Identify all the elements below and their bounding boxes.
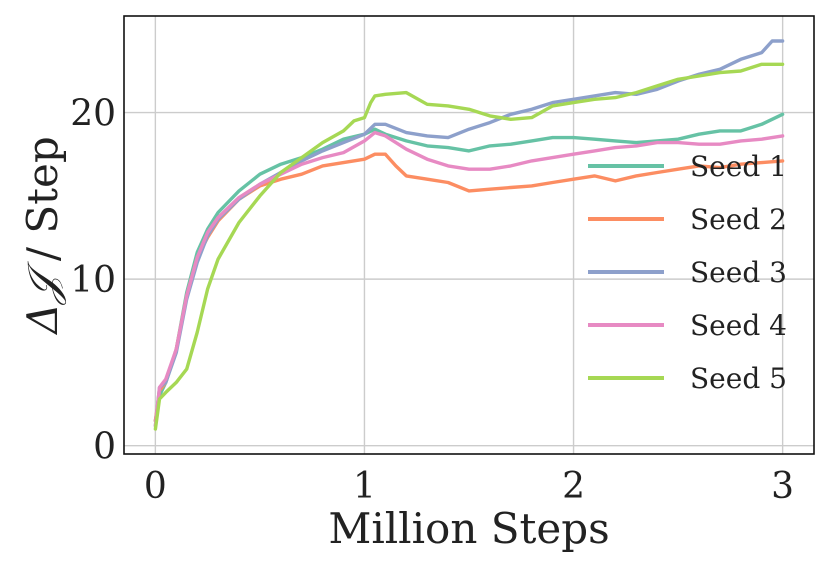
- series-line-seed-2: [153, 152, 785, 423]
- y-tick-label: 20: [70, 94, 116, 135]
- series-lines: [153, 39, 785, 431]
- x-tick-label: 0: [144, 466, 167, 507]
- y-tick-label: 0: [93, 427, 116, 468]
- series-line-seed-3: [153, 39, 785, 428]
- y-tick-label: 10: [70, 260, 116, 301]
- plot-frame: [123, 15, 815, 455]
- series-line-seed-5: [153, 62, 785, 431]
- x-tick-label: 1: [353, 466, 376, 507]
- legend-label: Seed 5: [690, 362, 787, 395]
- series-line-seed-4: [153, 130, 785, 428]
- y-axis-label-rest: / Step: [18, 136, 67, 274]
- x-axis-label: Million Steps: [328, 504, 609, 553]
- x-tick-label: 2: [562, 466, 585, 507]
- series-line-seed-1: [153, 112, 785, 423]
- tick-labels: 0 1 2 3 0 10 20: [70, 94, 794, 507]
- legend-label: Seed 2: [690, 203, 787, 236]
- x-tick-label: 3: [771, 466, 794, 507]
- legend: Seed 1 Seed 2 Seed 3 Seed 4 Seed 5: [588, 150, 787, 395]
- legend-label: Seed 1: [690, 150, 787, 183]
- y-axis-label: Δ𝒥 / Step: [18, 136, 67, 336]
- grid: [124, 16, 814, 454]
- legend-label: Seed 3: [690, 256, 787, 289]
- legend-label: Seed 4: [690, 309, 787, 342]
